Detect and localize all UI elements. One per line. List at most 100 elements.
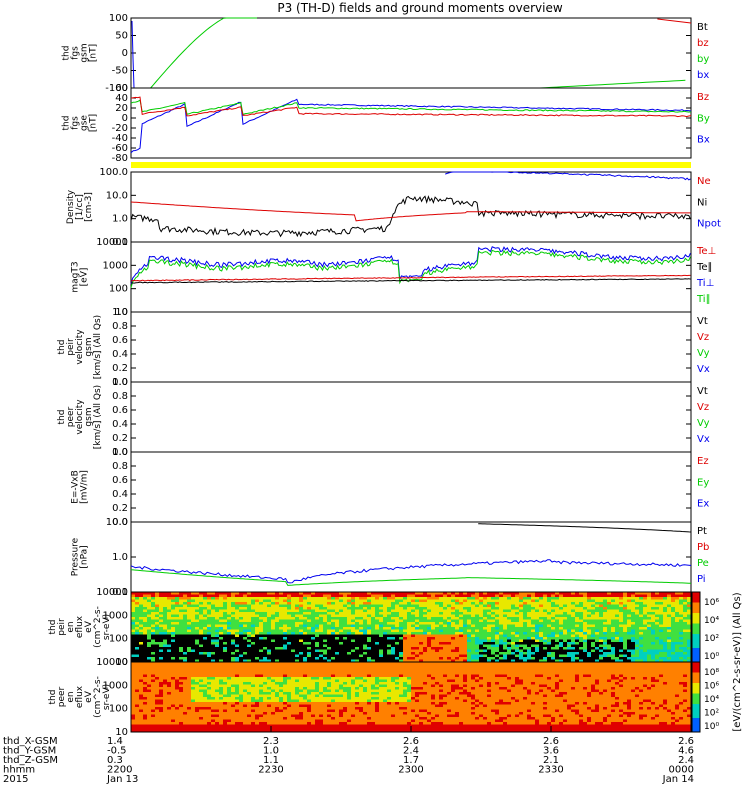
spectrogram-cell: [523, 602, 528, 605]
spectrogram-cell: [183, 729, 188, 733]
spectrogram-cell: [175, 689, 180, 693]
y-tick-label: 0.4: [112, 349, 128, 360]
spectrogram-cell: [239, 622, 244, 625]
spectrogram-cell: [195, 657, 200, 660]
spectrogram-cell: [227, 607, 232, 610]
spectrogram-cell: [251, 629, 256, 633]
spectrogram-cell: [279, 642, 284, 645]
spectrogram-cell: [367, 654, 372, 658]
spectrogram-cell: [147, 619, 152, 623]
spectrogram-cell: [315, 612, 320, 615]
spectrogram-cell: [279, 622, 284, 625]
spectrogram-cell: [471, 644, 476, 648]
spectrogram-cell: [451, 592, 456, 595]
spectrogram-cell: [495, 622, 500, 625]
spectrogram-cell: [207, 594, 212, 598]
spectrogram-cell: [255, 609, 260, 613]
spectrogram-cell: [671, 644, 676, 648]
spectrogram-cell: [171, 719, 176, 723]
spectrogram-cell: [499, 649, 504, 653]
spectrogram-cell: [131, 602, 136, 605]
spectrogram-cell: [259, 627, 264, 630]
spectrogram-cell: [299, 634, 304, 638]
spectrogram-cell: [151, 657, 156, 660]
spectrogram-cell: [659, 632, 664, 635]
spectrogram-cell: [235, 677, 240, 680]
spectrogram-cell: [247, 632, 252, 635]
spectrogram-cell: [231, 649, 236, 653]
spectrogram-cell: [519, 644, 524, 648]
spectrogram-cell: [655, 619, 660, 623]
spectrogram-cell: [291, 602, 296, 605]
spectrogram-cell: [503, 629, 508, 633]
spectrogram-cell: [131, 672, 136, 675]
spectrogram-cell: [155, 687, 160, 690]
spectrogram-cell: [219, 682, 224, 685]
spectrogram-cell: [383, 629, 388, 633]
spectrogram-cell: [315, 594, 320, 598]
spectrogram-cell: [163, 642, 168, 645]
spectrogram-cell: [459, 654, 464, 658]
spectrogram-cell: [319, 604, 324, 608]
spectrogram-cell: [547, 607, 552, 610]
spectrogram-cell: [223, 662, 228, 665]
spectrogram-cell: [539, 602, 544, 605]
spectrogram-cell: [171, 644, 176, 648]
spectrogram-cell: [303, 592, 308, 595]
spectrogram-cell: [147, 622, 152, 625]
spectrogram-cell: [387, 619, 392, 623]
spectrogram-cell: [647, 594, 652, 598]
spectrogram-cell: [515, 627, 520, 630]
spectrogram-cell: [487, 652, 492, 655]
spectrogram-cell: [247, 592, 252, 595]
spectrogram-cell: [343, 622, 348, 625]
spectrogram-cell: [295, 607, 300, 610]
spectrogram-cell: [435, 597, 440, 600]
spectrogram-cell: [591, 634, 596, 638]
spectrogram-cell: [671, 654, 676, 658]
spectrogram-cell: [175, 727, 180, 730]
spectrogram-cell: [511, 594, 516, 598]
spectrogram-cell: [299, 627, 304, 630]
spectrogram-cell: [463, 624, 468, 628]
spectrogram-cell: [367, 657, 372, 660]
spectrogram-cell: [343, 617, 348, 620]
spectrogram-cell: [179, 602, 184, 605]
spectrogram-cell: [207, 602, 212, 605]
spectrogram-cell: [191, 592, 196, 595]
spectrogram-cell: [431, 617, 436, 620]
spectrogram-cell: [655, 627, 660, 630]
spectrogram-cell: [387, 597, 392, 600]
spectrogram-cell: [151, 719, 156, 723]
spectrogram-cell: [595, 644, 600, 648]
spectrogram-cell: [143, 597, 148, 600]
spectrogram-cell: [339, 634, 344, 638]
spectrogram-cell: [307, 657, 312, 660]
spectrogram-cell: [207, 639, 212, 643]
spectrogram-cell: [175, 632, 180, 635]
spectrogram-cell: [659, 612, 664, 615]
spectrogram-cell: [163, 719, 168, 723]
spectrogram-cell: [683, 622, 688, 625]
spectrogram-cell: [203, 729, 208, 733]
spectrogram-cell: [643, 592, 648, 595]
spectrogram-cell: [667, 629, 672, 633]
spectrogram-cell: [355, 592, 360, 595]
spectrogram-cell: [219, 722, 224, 725]
spectrogram-cell: [151, 722, 156, 725]
spectrogram-cell: [211, 687, 216, 690]
spectrogram-cell: [323, 602, 328, 605]
spectrogram-cell: [235, 722, 240, 725]
spectrogram-cell: [359, 652, 364, 655]
spectrogram-cell: [147, 704, 152, 708]
spectrogram-cell: [355, 594, 360, 598]
spectrogram-cell: [143, 639, 148, 643]
spectrogram-cell: [583, 632, 588, 635]
spectrogram-cell: [603, 659, 608, 663]
spectrogram-cell: [319, 592, 324, 595]
spectrogram-cell: [615, 644, 620, 648]
spectrogram-cell: [227, 672, 232, 675]
spectrogram-cell: [203, 669, 208, 673]
spectrogram-cell: [227, 659, 232, 663]
spectrogram-cell: [399, 634, 404, 638]
